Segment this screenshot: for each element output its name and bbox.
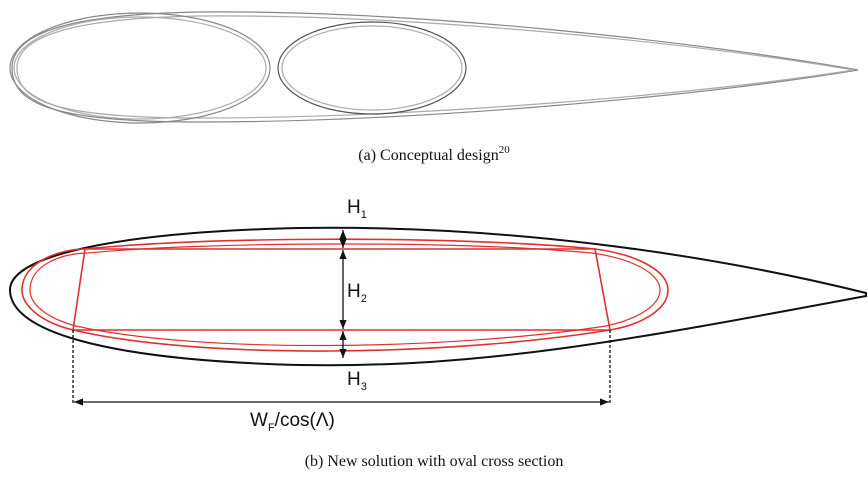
conceptual-airfoil bbox=[9, 11, 859, 124]
label-h1: H1 bbox=[347, 197, 367, 221]
caption-a: (a) Conceptual design20 bbox=[358, 144, 510, 164]
dimensions bbox=[72, 230, 611, 406]
label-h3: H3 bbox=[347, 369, 367, 393]
label-width: WF/cos(Λ) bbox=[250, 410, 335, 434]
caption-b: (b) New solution with oval cross section bbox=[305, 453, 564, 470]
label-h2: H2 bbox=[347, 281, 367, 305]
new-airfoil bbox=[8, 226, 867, 367]
